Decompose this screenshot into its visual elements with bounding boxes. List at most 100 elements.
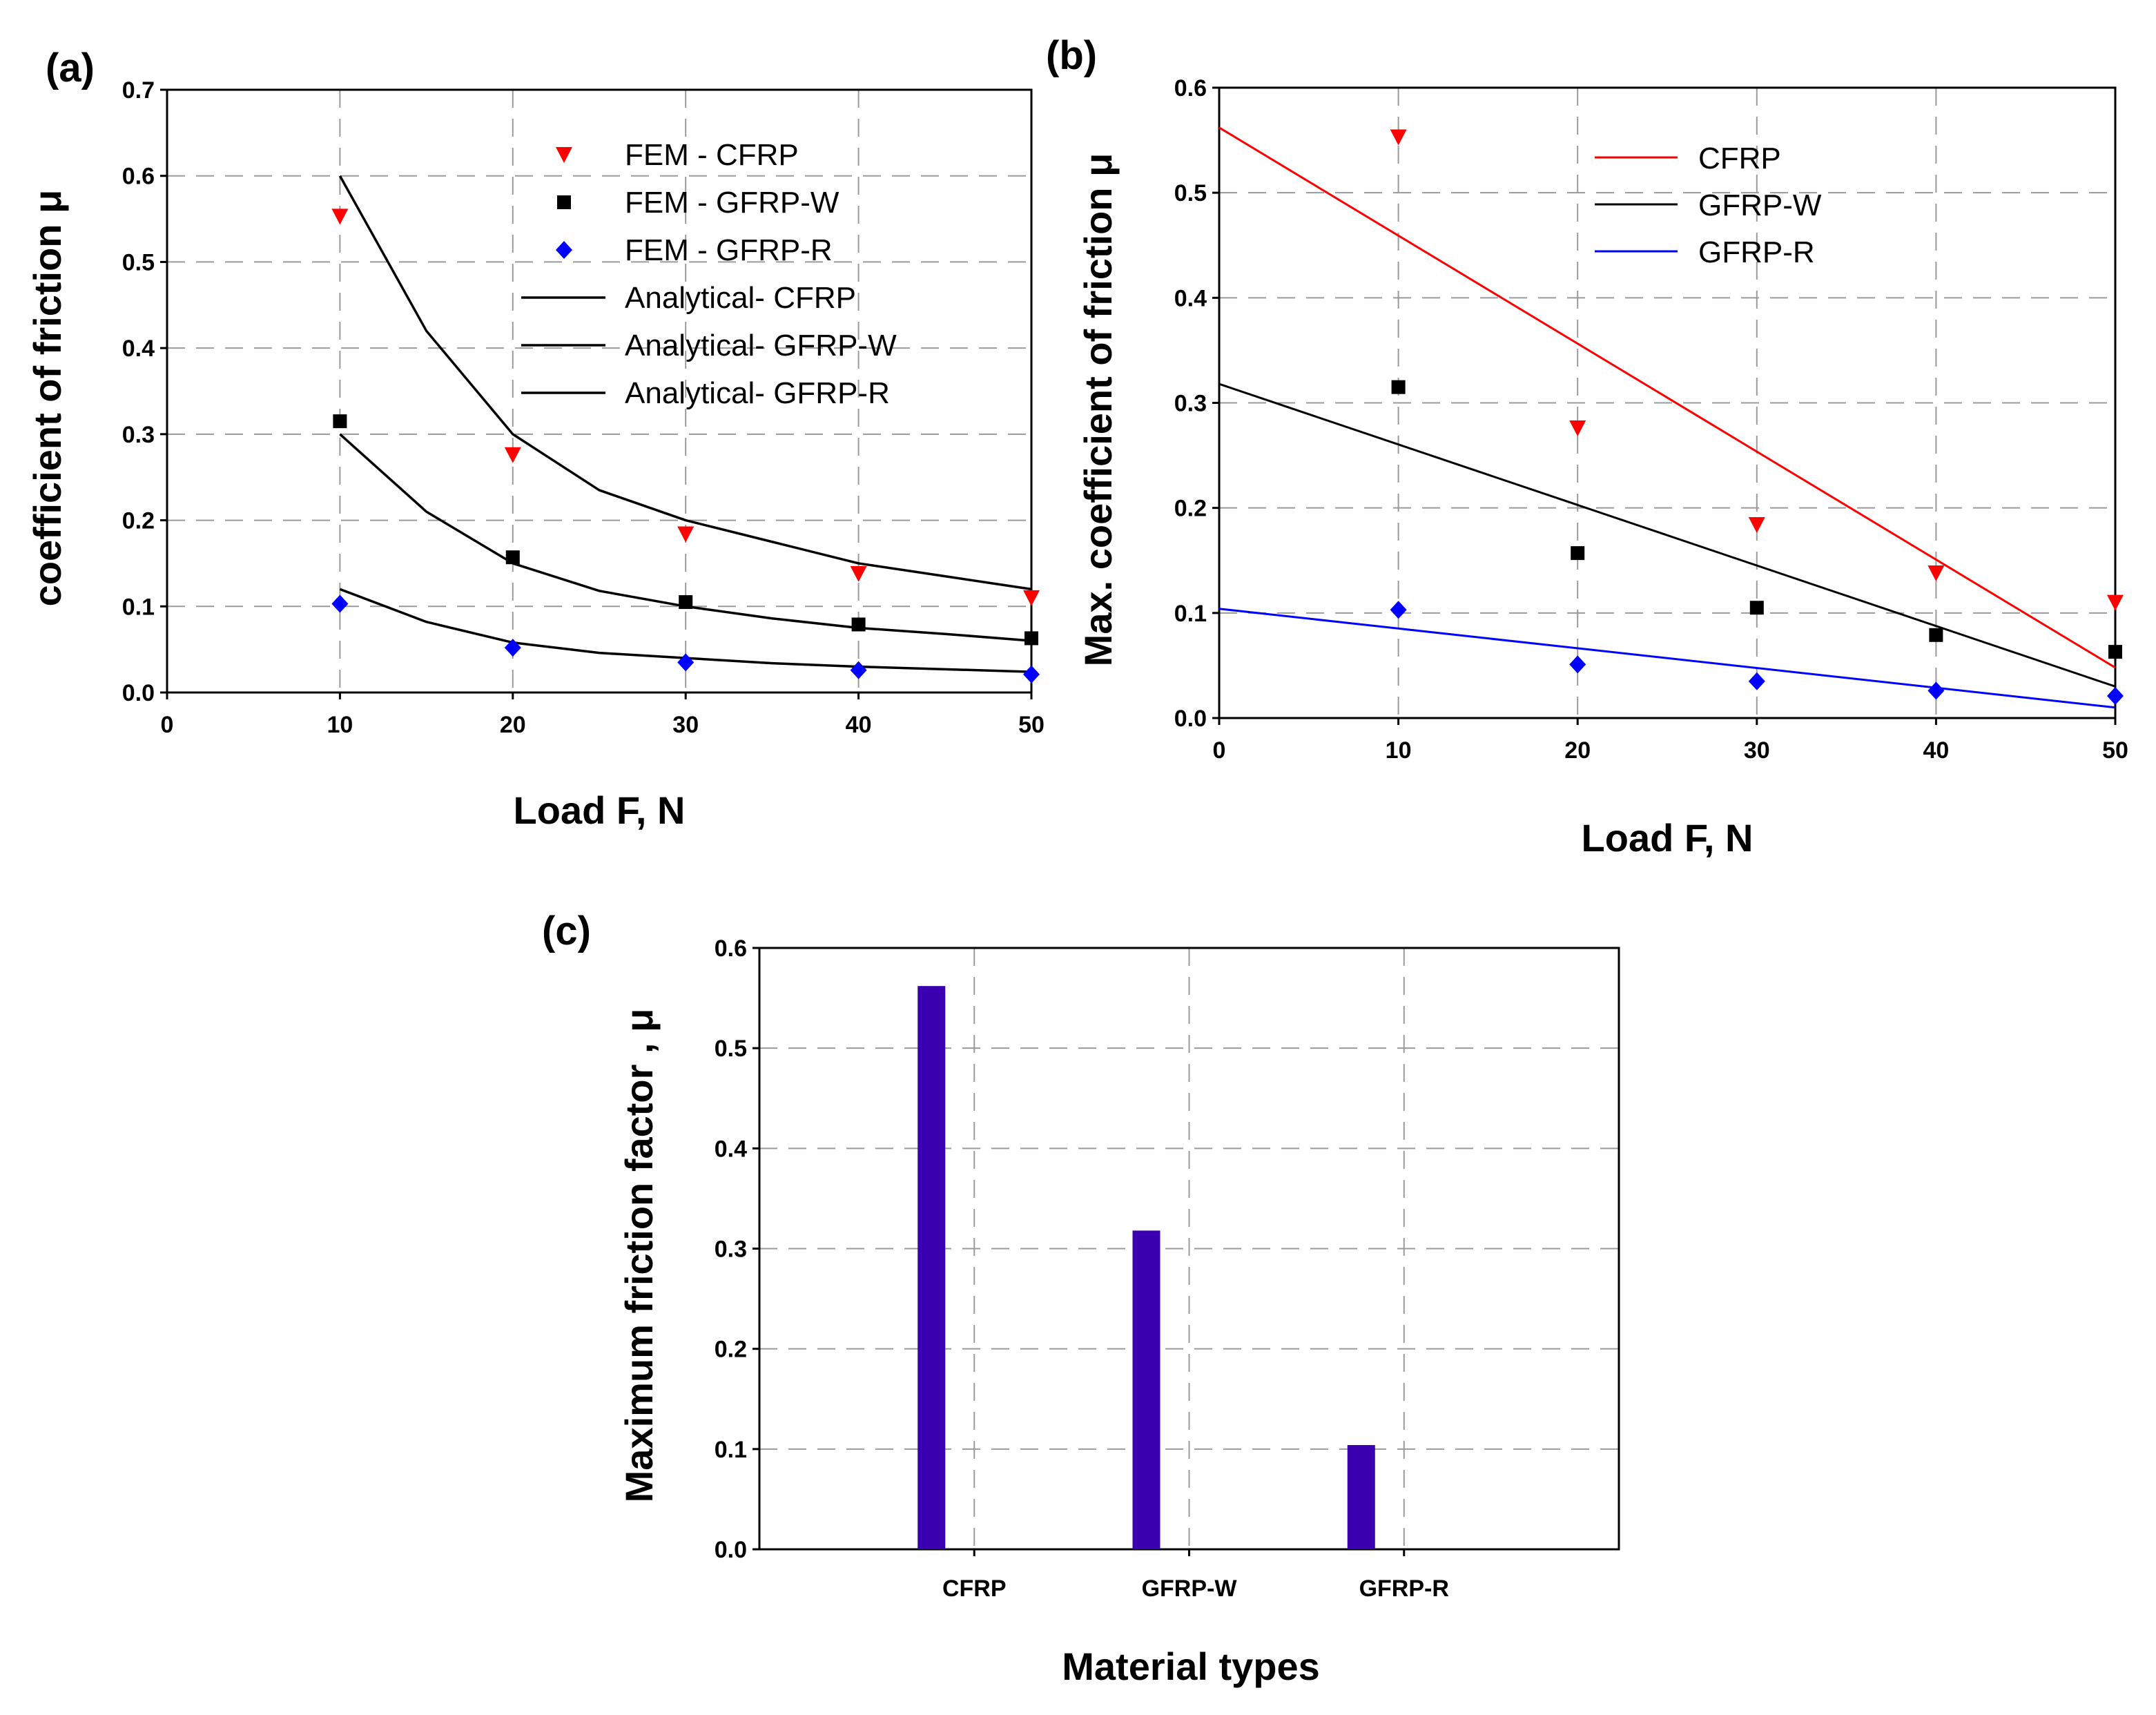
data-point	[1024, 631, 1038, 646]
data-point	[850, 565, 867, 582]
legend: FEM - CFRP FEM - GFRP-W FEM - GFRP-R Analyt…	[521, 138, 897, 410]
y-tick-label: 0.0	[1174, 706, 1207, 732]
bar	[1132, 1230, 1160, 1549]
data-point	[2107, 687, 2124, 706]
data-point	[504, 447, 521, 463]
data-point	[1390, 601, 1407, 619]
data-point	[677, 653, 695, 672]
data-point	[850, 661, 867, 679]
y-tick-label: 0.5	[1174, 180, 1207, 206]
legend-label: GFRP-W	[1698, 188, 1822, 222]
y-tick-label: 0.4	[122, 336, 155, 362]
panel-label: (c)	[542, 909, 591, 953]
data-point	[1023, 665, 1040, 684]
x-tick-label: 0	[1213, 737, 1226, 764]
y-tick-label: 0.0	[122, 680, 155, 706]
x-tick-label: 40	[846, 712, 872, 738]
y-tick-label: 0.2	[122, 508, 155, 534]
x-tick-label: 0	[161, 712, 174, 738]
chart-b: 0.0 0.1 0.2 0.3 0.4 0.5 0.6 0 10 20 30 40 50 Load F, …	[1046, 33, 2128, 860]
data-point	[504, 639, 521, 657]
x-tick-label: 10	[1386, 737, 1412, 764]
x-axis-label: Load F, N	[514, 788, 686, 832]
y-tick-label: 0.1	[715, 1437, 747, 1463]
y-tick-label: 0.7	[122, 77, 155, 104]
legend-marker	[557, 195, 571, 209]
x-tick-label: 50	[1018, 712, 1045, 738]
analytical-line	[338, 175, 1032, 591]
data-point	[1023, 590, 1040, 606]
x-tick-label: GFRP-W	[1142, 1576, 1238, 1602]
data-point	[1748, 672, 1765, 690]
x-axis-label: Material types	[1062, 1645, 1320, 1688]
legend-marker	[556, 147, 572, 163]
trend-line	[1218, 382, 2116, 688]
x-tick-label: 30	[672, 712, 699, 738]
y-tick-label: 0.1	[1174, 601, 1207, 627]
data-point	[1929, 628, 1943, 642]
legend-marker	[556, 241, 572, 259]
data-point	[1569, 655, 1586, 674]
x-tick-label: 30	[1744, 737, 1770, 764]
x-tick-label: 40	[1923, 737, 1949, 764]
y-tick-label: 0.4	[715, 1136, 747, 1162]
y-tick-label: 0.1	[122, 594, 155, 620]
x-axis-label: Load F, N	[1582, 816, 1754, 860]
data-point	[2108, 645, 2122, 659]
bar	[917, 986, 946, 1549]
legend-label: FEM - CFRP	[625, 138, 799, 172]
bar	[1347, 1445, 1375, 1549]
legend-label: FEM - GFRP-W	[625, 186, 839, 220]
legend-label: Analytical- CFRP	[625, 281, 856, 315]
legend-label: CFRP	[1698, 142, 1781, 175]
y-tick-label: 0.6	[122, 164, 155, 190]
y-tick-label: 0.6	[1174, 75, 1207, 101]
data-point	[1390, 129, 1407, 146]
x-tick-label: CFRP	[942, 1576, 1007, 1602]
panel-label: (a)	[46, 46, 95, 90]
y-tick-label: 0.2	[715, 1337, 747, 1363]
data-point	[1569, 420, 1586, 437]
trend-line	[1218, 608, 2116, 709]
x-tick-label: 10	[327, 712, 353, 738]
legend-label: FEM - GFRP-R	[625, 233, 833, 267]
y-tick-label: 0.3	[1174, 391, 1207, 417]
data-point	[505, 550, 520, 565]
y-tick-label: 0.4	[1174, 285, 1207, 311]
legend-label: Analytical- GFRP-W	[625, 329, 897, 362]
x-tick-label: 20	[500, 712, 526, 738]
y-tick-label: 0.3	[715, 1237, 747, 1263]
y-tick-label: 0.3	[122, 422, 155, 448]
chart-a: 0.0 0.1 0.2 0.3 0.4 0.5 0.6 0.7 0 10 20 30 40 50 Load …	[26, 46, 1045, 832]
legend: CFRP GFRP-W GFRP-R	[1595, 142, 1822, 269]
y-tick-label: 0.6	[715, 936, 747, 962]
data-point	[1927, 565, 1945, 582]
y-axis-label: Max. coefficient of friction μ	[1076, 153, 1120, 667]
y-tick-label: 0.5	[122, 249, 155, 275]
data-point	[1571, 546, 1585, 561]
data-point	[2107, 594, 2124, 611]
data-point	[333, 414, 347, 429]
legend-label: Analytical- GFRP-R	[625, 376, 890, 410]
data-point	[677, 526, 695, 543]
data-point	[1927, 681, 1945, 700]
x-tick-label: 50	[2102, 737, 2128, 764]
y-axis-label: Maximum friction factor , μ	[617, 1009, 661, 1503]
x-tick-label: GFRP-R	[1359, 1576, 1449, 1602]
data-point	[1391, 380, 1406, 394]
data-point	[331, 209, 349, 225]
y-tick-label: 0.0	[715, 1537, 747, 1563]
x-tick-label: 20	[1564, 737, 1591, 764]
data-point	[1748, 517, 1765, 534]
data-point	[1749, 601, 1764, 615]
y-tick-label: 0.5	[715, 1036, 747, 1062]
y-axis-label: coefficient of friction μ	[26, 190, 69, 607]
data-point	[331, 594, 349, 613]
panel-label: (b)	[1046, 33, 1097, 78]
data-point	[679, 595, 693, 610]
data-point	[851, 617, 866, 632]
legend-label: GFRP-R	[1698, 235, 1815, 269]
chart-c: 0.0 0.1 0.2 0.3 0.4 0.5 0.6 CFRP GFRP-W GFRP-R Mat…	[542, 909, 1620, 1688]
y-tick-label: 0.2	[1174, 496, 1207, 522]
